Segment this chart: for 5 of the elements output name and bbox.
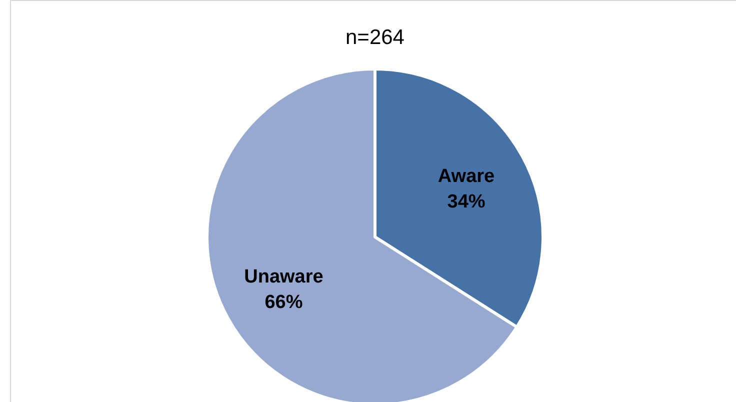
slice-label: Aware: [438, 166, 495, 188]
data-label: 66%: [264, 292, 303, 314]
data-label: 34%: [447, 192, 486, 213]
chart-title: n=264: [346, 26, 405, 49]
slice-label: Unaware: [244, 266, 324, 288]
